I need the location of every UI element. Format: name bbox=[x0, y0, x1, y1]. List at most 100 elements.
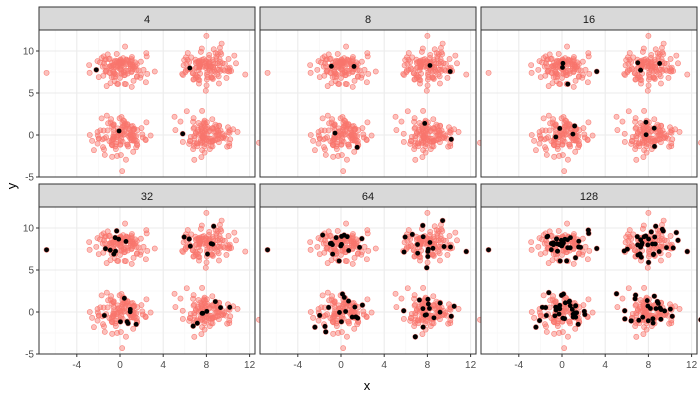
highlighted-point bbox=[326, 305, 331, 310]
background-point bbox=[580, 125, 587, 132]
background-point bbox=[101, 328, 108, 335]
background-point bbox=[199, 233, 206, 240]
background-point bbox=[119, 124, 126, 131]
background-point bbox=[319, 292, 326, 299]
background-point bbox=[95, 74, 102, 80]
highlighted-point bbox=[116, 128, 122, 134]
highlighted-point bbox=[333, 235, 339, 241]
highlighted-point bbox=[431, 315, 437, 321]
background-point bbox=[307, 132, 314, 138]
background-point bbox=[103, 260, 110, 266]
background-point bbox=[430, 116, 437, 123]
background-point bbox=[121, 63, 127, 70]
background-point bbox=[398, 118, 405, 125]
background-point bbox=[631, 70, 638, 77]
background-point bbox=[225, 56, 232, 62]
background-point bbox=[542, 144, 548, 151]
background-point bbox=[431, 46, 438, 53]
background-point bbox=[171, 113, 178, 120]
highlighted-point bbox=[103, 246, 108, 252]
highlighted-point bbox=[317, 313, 323, 318]
background-point bbox=[218, 217, 225, 224]
background-point bbox=[455, 129, 462, 135]
facet-panel-4: 4 -5 0 5 10 bbox=[23, 6, 262, 184]
background-point bbox=[349, 233, 356, 239]
background-point bbox=[564, 43, 570, 50]
background-point bbox=[140, 243, 147, 250]
panel-border bbox=[259, 29, 477, 178]
highlighted-point bbox=[667, 306, 673, 312]
background-point bbox=[348, 238, 354, 245]
background-point bbox=[198, 154, 205, 160]
background-point bbox=[561, 124, 568, 131]
background-point bbox=[569, 61, 575, 68]
background-point bbox=[122, 220, 128, 227]
background-point bbox=[400, 315, 407, 322]
background-point bbox=[626, 50, 633, 56]
background-point bbox=[589, 309, 596, 316]
background-point bbox=[613, 113, 620, 120]
background-point bbox=[314, 66, 321, 73]
background-point bbox=[233, 237, 239, 244]
background-point bbox=[420, 284, 426, 291]
background-point bbox=[179, 138, 186, 145]
background-point bbox=[668, 140, 675, 147]
y-tick-label: -5 bbox=[25, 350, 34, 361]
background-point bbox=[324, 83, 331, 89]
background-point bbox=[210, 137, 216, 144]
background-point bbox=[102, 56, 109, 63]
background-point bbox=[614, 127, 621, 133]
y-axis-title: y bbox=[4, 182, 19, 189]
highlighted-point bbox=[554, 236, 559, 242]
background-point bbox=[328, 296, 335, 303]
highlighted-point bbox=[594, 69, 600, 74]
highlighted-point bbox=[107, 247, 113, 253]
background-point bbox=[528, 246, 535, 253]
highlighted-point bbox=[101, 313, 107, 318]
background-point bbox=[400, 71, 407, 77]
highlighted-point bbox=[360, 302, 365, 308]
x-tick-label: 4 bbox=[381, 360, 387, 371]
background-point bbox=[326, 56, 333, 62]
highlighted-point bbox=[448, 313, 454, 319]
background-point bbox=[405, 50, 412, 56]
background-point bbox=[537, 251, 544, 257]
background-point bbox=[198, 331, 205, 337]
highlighted-point bbox=[572, 123, 578, 129]
background-point bbox=[372, 68, 379, 75]
background-point bbox=[221, 67, 228, 74]
background-point bbox=[123, 156, 129, 163]
background-point bbox=[661, 237, 668, 244]
background-point bbox=[673, 52, 680, 59]
highlighted-point bbox=[486, 247, 491, 253]
y-tick-label: 5 bbox=[28, 89, 34, 100]
highlighted-point bbox=[194, 320, 200, 326]
background-point bbox=[572, 325, 579, 332]
background-point bbox=[403, 67, 410, 74]
highlighted-point bbox=[425, 249, 431, 254]
highlighted-point bbox=[425, 296, 431, 302]
highlighted-point bbox=[546, 290, 552, 296]
background-point bbox=[113, 51, 120, 57]
background-point bbox=[544, 56, 551, 63]
background-point bbox=[109, 330, 116, 337]
background-point bbox=[342, 63, 348, 70]
highlighted-point bbox=[111, 251, 117, 257]
background-point bbox=[310, 137, 317, 144]
background-point bbox=[196, 131, 202, 138]
background-point bbox=[109, 142, 116, 149]
background-point bbox=[95, 251, 102, 257]
background-point bbox=[114, 133, 121, 140]
highlighted-point bbox=[355, 315, 361, 321]
x-tick-label: 0 bbox=[117, 360, 123, 371]
highlighted-point bbox=[567, 245, 573, 251]
background-point bbox=[193, 75, 199, 81]
highlighted-point bbox=[557, 126, 563, 131]
background-point bbox=[545, 260, 552, 266]
background-point bbox=[353, 240, 360, 247]
background-point bbox=[419, 45, 426, 52]
background-point bbox=[219, 237, 226, 244]
background-point bbox=[650, 74, 657, 80]
background-point bbox=[318, 304, 325, 311]
background-point bbox=[307, 69, 314, 76]
